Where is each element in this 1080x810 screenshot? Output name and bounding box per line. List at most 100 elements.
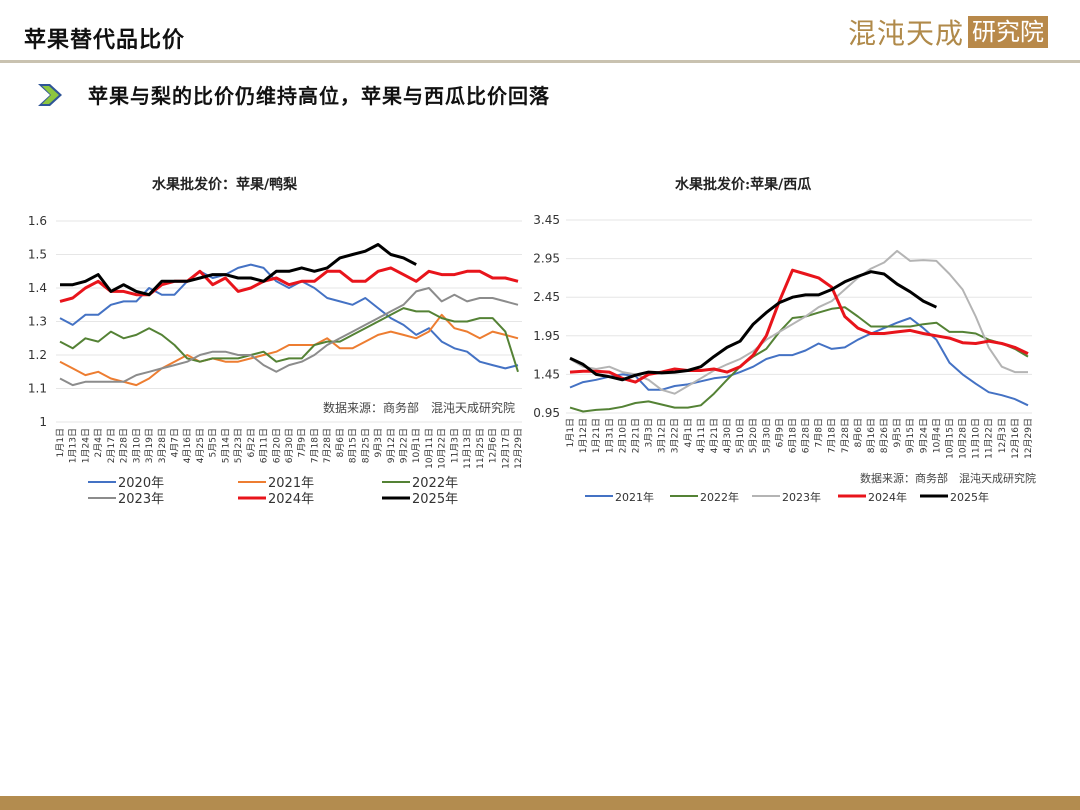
- chart-title-apple-watermelon: 水果批发价:苹果/西瓜: [675, 177, 812, 193]
- x-tick-label: 3月28日: [157, 428, 168, 463]
- x-tick-label: 9月5日: [892, 418, 903, 447]
- legend-label: 2024年: [868, 490, 907, 504]
- x-tick-label: 11月10日: [971, 418, 982, 459]
- x-tick-label: 9月12日: [386, 428, 397, 463]
- subtitle-text: 苹果与梨的比价仍维持高位，苹果与西瓜比价回落: [88, 84, 550, 108]
- legend-label: 2022年: [412, 476, 458, 491]
- x-tick-label: 2月4日: [93, 428, 104, 457]
- series-line-2024: [59, 266, 519, 303]
- x-tick-label: 4月21日: [709, 418, 720, 453]
- legend-label: 2021年: [615, 490, 654, 504]
- x-tick-label: 5月20日: [748, 418, 759, 453]
- x-tick-label: 11月25日: [475, 428, 486, 469]
- x-tick-label: 6月30日: [284, 428, 295, 463]
- x-tick-label: 4月7日: [170, 428, 181, 457]
- x-tick-label: 6月2日: [246, 428, 257, 457]
- y-tick-label: 1: [39, 415, 47, 429]
- x-tick-label: 4月11日: [696, 418, 707, 453]
- x-tick-label: 9月15日: [905, 418, 916, 453]
- x-tick-label: 10月15日: [944, 418, 955, 459]
- x-tick-label: 6月9日: [774, 418, 785, 447]
- x-tick-label: 5月5日: [208, 428, 219, 457]
- series-line-2023: [59, 287, 519, 387]
- x-tick-label: 11月22日: [984, 418, 995, 459]
- series-line-2025: [569, 270, 938, 382]
- y-tick-label: 1.4: [28, 281, 47, 295]
- legend-label: 2025年: [950, 490, 989, 504]
- x-tick-label: 6月18日: [787, 418, 798, 453]
- x-tick-label: 11月3日: [449, 428, 460, 463]
- legend-label: 2021年: [268, 476, 314, 491]
- x-tick-label: 1月31日: [604, 418, 615, 453]
- x-tick-label: 2月21日: [630, 418, 641, 453]
- series-line-2023: [569, 249, 1028, 395]
- x-tick-label: 4月1日: [683, 418, 694, 447]
- x-tick-label: 10月1日: [411, 428, 422, 463]
- series-line-2025: [60, 243, 417, 297]
- data-source-note: 数据来源：商务部 混沌天成研究院: [860, 471, 1036, 485]
- series-line-2020: [59, 263, 519, 370]
- x-tick-label: 6月28日: [801, 418, 812, 453]
- legend-label: 2024年: [268, 492, 314, 507]
- page-title: 苹果替代品比价: [24, 27, 186, 53]
- x-tick-label: 4月16日: [182, 428, 193, 463]
- x-tick-label: 1月13日: [68, 428, 79, 463]
- x-tick-label: 5月23日: [233, 428, 244, 463]
- x-tick-label: 12月17日: [500, 428, 511, 469]
- x-tick-label: 12月29日: [513, 428, 524, 469]
- x-tick-label: 7月28日: [322, 428, 333, 463]
- x-tick-label: 3月19日: [144, 428, 155, 463]
- logo-main-text: 混沌天成: [848, 17, 965, 50]
- x-tick-label: 3月10日: [131, 428, 142, 463]
- x-tick-label: 2月28日: [119, 428, 130, 463]
- chevron-right-icon: [38, 83, 62, 106]
- x-tick-label: 7月28日: [840, 418, 851, 453]
- x-tick-label: 9月3日: [373, 428, 384, 457]
- x-tick-label: 10月22日: [437, 428, 448, 469]
- legend-label: 2023年: [118, 492, 164, 507]
- y-tick-label: 1.45: [533, 367, 560, 381]
- x-tick-label: 10月11日: [424, 428, 435, 469]
- x-tick-label: 1月1日: [565, 418, 576, 447]
- x-tick-label: 5月30日: [761, 418, 772, 453]
- legend-label: 2022年: [700, 490, 739, 504]
- y-tick-label: 1.3: [28, 315, 47, 329]
- x-tick-label: 1月21日: [591, 418, 602, 453]
- x-tick-label: 8月6日: [853, 418, 864, 447]
- x-tick-label: 12月3日: [997, 418, 1008, 453]
- subtitle: 苹果与梨的比价仍维持高位，苹果与西瓜比价回落: [36, 80, 550, 109]
- x-tick-label: 2月10日: [617, 418, 628, 453]
- x-tick-label: 7月8日: [814, 418, 825, 447]
- x-tick-label: 7月9日: [297, 428, 308, 457]
- footer-bar: [0, 796, 1080, 810]
- x-tick-label: 12月29日: [1023, 418, 1034, 459]
- y-tick-label: 2.45: [533, 290, 560, 304]
- x-tick-label: 9月24日: [918, 418, 929, 453]
- x-tick-label: 8月16日: [866, 418, 877, 453]
- x-tick-label: 4月30日: [722, 418, 733, 453]
- x-tick-label: 7月18日: [827, 418, 838, 453]
- series-line-2024: [569, 268, 1029, 384]
- x-tick-label: 3月22日: [670, 418, 681, 453]
- series-line-2022: [59, 307, 519, 373]
- x-tick-label: 3月3日: [644, 418, 655, 447]
- series-line-2021: [569, 317, 1029, 407]
- logo: 混沌天成 研究院: [848, 14, 1049, 50]
- x-tick-label: 4月25日: [195, 428, 206, 463]
- y-tick-label: 0.95: [533, 406, 560, 420]
- x-tick-label: 7月18日: [309, 428, 320, 463]
- x-tick-label: 8月26日: [879, 418, 890, 453]
- chart-title-apple-pear: 水果批发价：苹果/鸭梨: [152, 177, 298, 193]
- x-tick-label: 6月20日: [271, 428, 282, 463]
- y-tick-label: 1.6: [28, 214, 47, 228]
- logo-box-text: 研究院: [968, 16, 1049, 48]
- x-tick-label: 8月25日: [360, 428, 371, 463]
- series-line-2021: [59, 313, 519, 387]
- y-tick-label: 1.1: [28, 382, 47, 396]
- y-tick-label: 1.95: [533, 329, 560, 343]
- legend-label: 2023年: [782, 490, 821, 504]
- x-tick-label: 10月4日: [931, 418, 942, 453]
- data-source-note: 数据来源：商务部 混沌天成研究院: [323, 400, 515, 415]
